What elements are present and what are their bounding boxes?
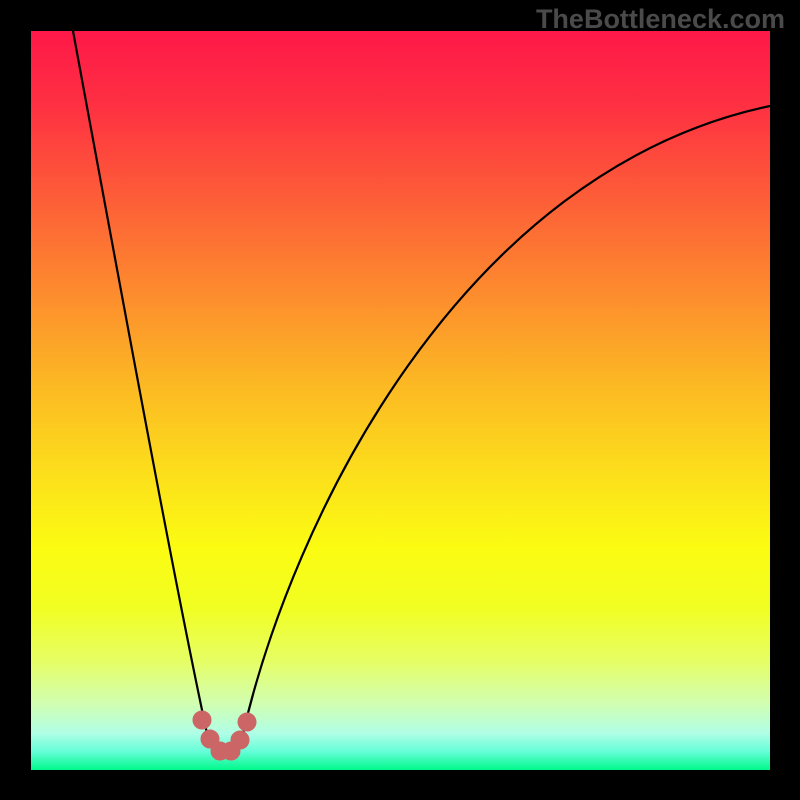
chart-canvas: TheBottleneck.com: [0, 0, 800, 800]
plot-area: [31, 31, 770, 770]
watermark-text: TheBottleneck.com: [536, 4, 785, 35]
